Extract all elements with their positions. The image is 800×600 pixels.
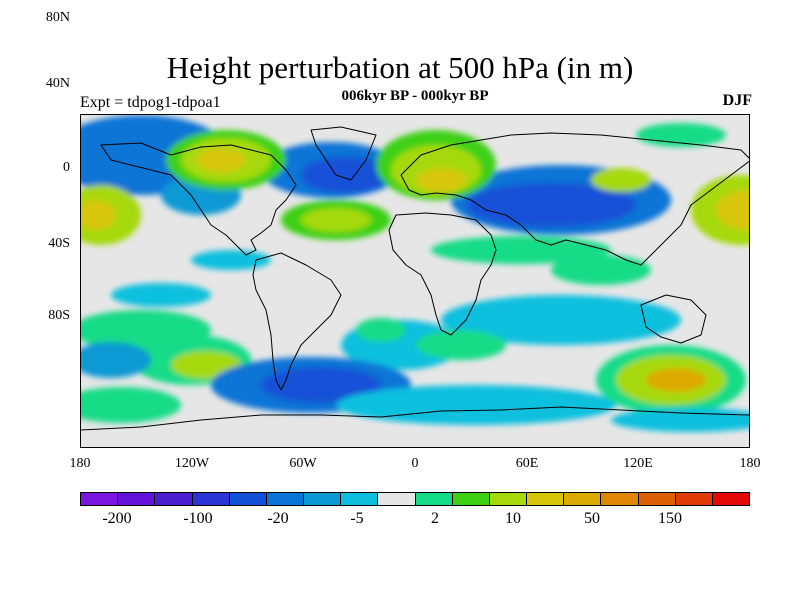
coastlines bbox=[81, 126, 749, 431]
colorbar-label: 50 bbox=[584, 510, 600, 527]
coastline-australia bbox=[640, 294, 707, 344]
lon-tick-label: 120W bbox=[174, 456, 210, 471]
lon-tick-label: 180 bbox=[739, 456, 761, 471]
lon-tick-label: 60W bbox=[289, 456, 317, 471]
anomaly-region bbox=[416, 330, 506, 360]
anomaly-region bbox=[591, 168, 651, 192]
colorbar-cell bbox=[564, 493, 602, 505]
anomaly-region bbox=[191, 250, 271, 270]
height-field bbox=[81, 115, 749, 432]
anomaly-region bbox=[716, 190, 749, 230]
lat-tick-label: 80S bbox=[48, 308, 70, 323]
coastline-africa bbox=[388, 212, 497, 336]
lat-tick-label: 40N bbox=[45, 76, 70, 91]
coastline-eurasia bbox=[400, 132, 749, 266]
anomaly-region bbox=[646, 368, 706, 392]
anomaly-region bbox=[416, 168, 466, 192]
colorbar-cell bbox=[229, 493, 267, 505]
colorbar-cell bbox=[527, 493, 565, 505]
anomaly-region bbox=[81, 387, 181, 423]
lat-tick-label: 40S bbox=[48, 236, 70, 251]
anomaly-region bbox=[441, 295, 681, 345]
anomaly-region bbox=[81, 342, 151, 378]
colorbar-cell bbox=[638, 493, 676, 505]
map-panel bbox=[80, 114, 750, 448]
anomaly-region bbox=[611, 408, 749, 432]
colorbar-label: -5 bbox=[350, 510, 364, 527]
contour-map bbox=[81, 115, 749, 432]
lat-tick-label: 80N bbox=[45, 10, 70, 25]
lat-tick-label: 0 bbox=[63, 160, 70, 175]
colorbar-cell bbox=[601, 493, 639, 505]
anomaly-region bbox=[196, 148, 246, 172]
colorbar-cell bbox=[81, 493, 119, 505]
lon-tick-label: 60E bbox=[515, 456, 539, 471]
anomaly-region bbox=[111, 283, 211, 307]
colorbar-cell bbox=[192, 493, 230, 505]
anomaly-region bbox=[336, 385, 616, 425]
anomaly-region bbox=[261, 367, 381, 403]
season-label: DJF bbox=[722, 92, 752, 109]
colorbar-cell bbox=[415, 493, 453, 505]
colorbar-cell bbox=[155, 493, 193, 505]
plot-title: Height perturbation at 500 hPa (in m) bbox=[166, 50, 634, 85]
coastline-antarctica bbox=[81, 406, 749, 431]
colorbar-cell bbox=[118, 493, 156, 505]
colorbar-label: -20 bbox=[267, 510, 289, 527]
colorbar-label: 2 bbox=[431, 510, 439, 527]
colorbar-cell bbox=[341, 493, 379, 505]
lon-tick-label: 120E bbox=[623, 456, 653, 471]
anomaly-region bbox=[301, 157, 391, 193]
coastline-greenland bbox=[310, 126, 377, 181]
experiment-label: Expt = tdpog1-tdpoa1 bbox=[80, 94, 221, 111]
colorbar-cell bbox=[489, 493, 528, 505]
colorbar-label: -100 bbox=[183, 510, 213, 527]
coastline-north-america bbox=[100, 142, 297, 256]
lon-tick-label: 180 bbox=[69, 456, 91, 471]
colorbar-label: 10 bbox=[505, 510, 521, 527]
anomaly-region bbox=[466, 183, 636, 227]
colorbar-cell bbox=[712, 493, 750, 505]
colorbar-cell bbox=[266, 493, 305, 505]
anomaly-region bbox=[356, 318, 406, 342]
colorbar-label: 150 bbox=[658, 510, 682, 527]
colorbar-label: -200 bbox=[102, 510, 132, 527]
anomaly-region bbox=[81, 200, 116, 230]
colorbar-cell bbox=[675, 493, 713, 505]
lon-tick-label: 0 bbox=[411, 456, 419, 471]
colorbar-cell bbox=[452, 493, 490, 505]
coastline-south-america bbox=[252, 252, 342, 391]
anomaly-region bbox=[431, 236, 611, 264]
anomaly-region bbox=[551, 255, 651, 285]
colorbar bbox=[80, 492, 750, 506]
anomaly-region bbox=[301, 208, 371, 232]
colorbar-cell bbox=[378, 493, 416, 505]
plot-subtitle: 006kyr BP - 000kyr BP bbox=[341, 88, 489, 104]
colorbar-cell bbox=[304, 493, 342, 505]
